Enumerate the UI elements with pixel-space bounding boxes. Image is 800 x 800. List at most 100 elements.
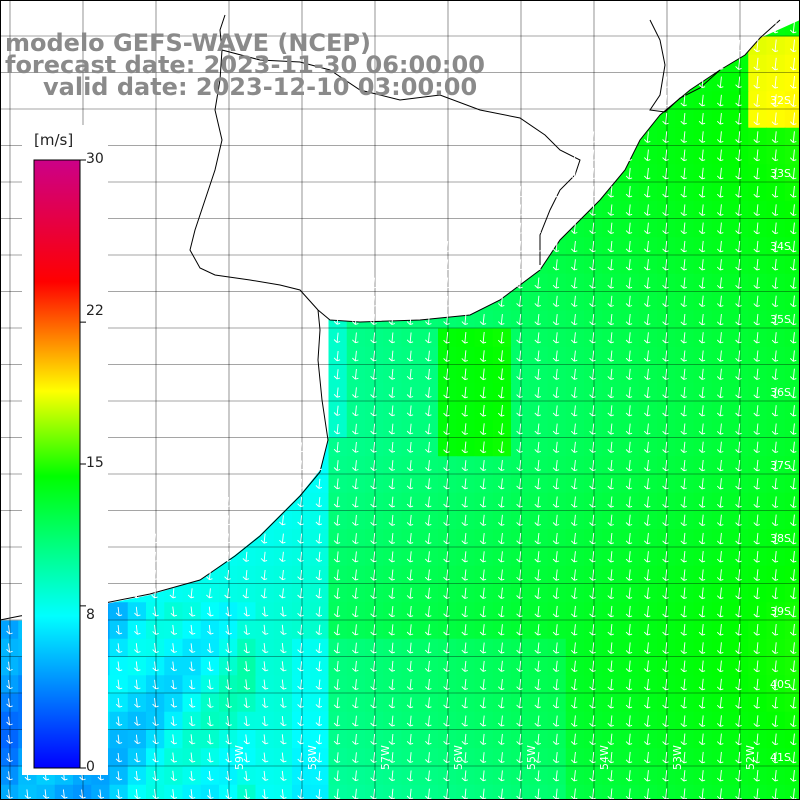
wind-arrow [297, 569, 304, 581]
wind-arrow [461, 496, 468, 508]
wind-arrow [680, 751, 687, 764]
wind-arrow [735, 496, 742, 508]
wind-arrow [662, 423, 669, 435]
wind-arrow [716, 660, 724, 673]
wind-arrow [388, 733, 396, 745]
wind-arrow [716, 532, 724, 545]
wind-arrow [698, 350, 706, 362]
wind-arrow [570, 551, 578, 563]
wind-arrow [607, 387, 614, 399]
wind-arrow [680, 167, 687, 180]
wind-arrow [589, 551, 596, 563]
wind-arrow [370, 770, 377, 782]
wind-arrow [115, 643, 123, 653]
wind-arrow [461, 405, 468, 417]
wind-arrow [152, 716, 159, 726]
wind-arrow [589, 660, 596, 673]
wind-arrow [643, 478, 651, 490]
wind-arrow [589, 678, 596, 691]
wind-arrow [406, 496, 414, 508]
wind-arrow [680, 770, 687, 782]
wind-arrow [188, 716, 196, 727]
wind-arrow [552, 697, 560, 709]
wind-arrow [388, 642, 396, 654]
wind-arrow [443, 332, 450, 344]
wind-arrow [735, 697, 742, 709]
wind-arrow [789, 514, 797, 527]
wind-arrow [753, 277, 760, 289]
wind-arrow [497, 660, 505, 672]
wind-arrow [716, 770, 724, 782]
wind-speed-cell [784, 255, 800, 275]
wind-arrow [680, 624, 687, 636]
wind-arrow [443, 386, 450, 399]
wind-arrow [297, 679, 304, 690]
wind-arrow [134, 643, 141, 654]
wind-arrow [443, 314, 450, 326]
wind-arrow [662, 167, 669, 180]
wind-arrow [388, 533, 395, 545]
wind-arrow [716, 332, 724, 344]
wind-arrow [643, 350, 651, 362]
wind-arrow [134, 770, 141, 781]
wind-arrow [570, 350, 578, 362]
wind-arrow [516, 478, 523, 490]
wind-speed-cell [784, 182, 800, 202]
wind-arrow [771, 204, 779, 216]
lon-label: 56W [452, 745, 465, 770]
wind-arrow [735, 204, 742, 216]
wind-arrow [425, 368, 432, 380]
wind-arrow [570, 496, 578, 508]
wind-arrow [698, 697, 706, 709]
wind-arrow [479, 259, 487, 271]
wind-arrow [443, 569, 450, 581]
wind-arrow [260, 551, 268, 562]
wind-arrow [461, 478, 468, 490]
wind-arrow [589, 751, 596, 764]
wind-arrow [570, 514, 578, 526]
wind-arrow [625, 387, 633, 399]
wind-arrow [534, 660, 541, 672]
wind-arrow [589, 441, 596, 453]
wind-arrow [207, 679, 214, 690]
wind-arrow [589, 204, 596, 216]
wind-arrow [552, 733, 560, 745]
wind-arrow [461, 788, 469, 800]
wind-arrow [443, 605, 450, 618]
wind-arrow [735, 350, 742, 362]
wind-arrow [662, 715, 669, 727]
wind-arrow [589, 532, 596, 545]
wind-arrow [552, 770, 560, 782]
wind-arrow [134, 679, 141, 690]
wind-arrow [352, 405, 359, 417]
wind-arrow [589, 496, 596, 508]
wind-arrow [789, 222, 797, 235]
wind-arrow [771, 678, 779, 691]
wind-arrow [370, 387, 377, 398]
wind-arrow [516, 277, 523, 289]
wind-arrow [735, 514, 742, 527]
wind-arrow [716, 423, 724, 435]
wind-arrow [225, 643, 232, 654]
wind-arrow [242, 551, 250, 562]
wind-arrow [570, 733, 578, 745]
wind-arrow [479, 277, 487, 289]
wind-arrow [297, 661, 304, 672]
wind-arrow [662, 660, 669, 673]
colorbar-tick-label: 15 [86, 455, 104, 471]
wind-arrow [315, 643, 323, 654]
wind-arrow [261, 770, 269, 781]
wind-arrow [461, 533, 468, 545]
wind-arrow [315, 478, 323, 489]
wind-arrow [370, 314, 377, 325]
wind-arrow [753, 76, 760, 89]
wind-arrow [716, 277, 724, 289]
wind-arrow [771, 551, 779, 563]
wind-arrow [461, 733, 469, 745]
wind-arrow [698, 167, 706, 180]
wind-arrow [716, 40, 724, 52]
wind-arrow [461, 660, 468, 672]
wind-arrow [662, 186, 669, 198]
wind-speed-cell [784, 419, 800, 439]
wind-arrow [662, 697, 669, 709]
